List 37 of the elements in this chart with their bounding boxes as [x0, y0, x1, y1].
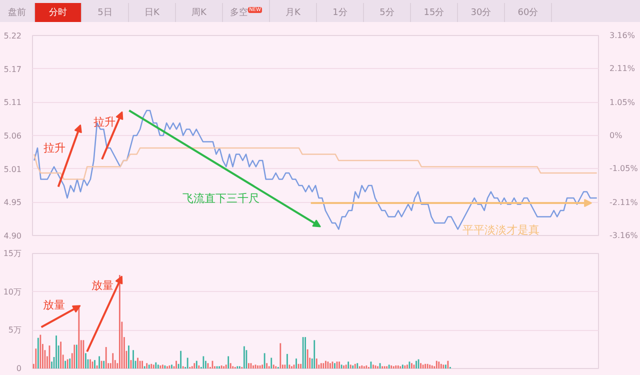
- annotation: 放量: [43, 298, 66, 312]
- annotation: 拉升: [44, 142, 66, 154]
- y2-tick-label: -2.11%: [610, 198, 638, 207]
- text: 5分: [364, 3, 411, 23]
- y-tick-label: 5.01: [4, 164, 22, 174]
- y-tick-label: 5.22: [4, 32, 22, 40]
- annotation: 平平淡淡才是真: [462, 223, 540, 236]
- y-tick-label: 5.11: [4, 98, 22, 108]
- y2-tick-label: 1.05%: [610, 98, 636, 107]
- text: 周K: [176, 3, 223, 23]
- text: 60分: [505, 3, 552, 23]
- y-tick-label: 5万: [8, 326, 22, 335]
- y2-tick-label: 3.16%: [610, 31, 636, 40]
- y2-tick-label: -1.05%: [610, 164, 638, 174]
- y-tick-label: 4.95: [4, 198, 22, 208]
- y-tick-label: 10万: [3, 287, 22, 296]
- text: 30分: [458, 3, 505, 23]
- y2-tick-label: 2.11%: [610, 64, 636, 74]
- y-tick-label: 15万: [3, 249, 22, 258]
- annotation: 拉升: [94, 115, 116, 128]
- annotation: 放量: [92, 279, 114, 292]
- text: 日K: [129, 3, 176, 23]
- text: 月K: [270, 3, 317, 23]
- text: 分时: [35, 3, 82, 23]
- y2-tick-label: -3.16%: [610, 231, 638, 240]
- y2-tick-label: 0%: [610, 131, 623, 140]
- text: 盘前: [0, 3, 35, 23]
- y-tick-label: 4.90: [4, 232, 22, 240]
- text: 5日: [82, 3, 129, 23]
- y-tick-label: 5.06: [4, 132, 22, 140]
- text: 1分: [317, 3, 364, 23]
- text: 多空: [230, 8, 248, 18]
- y-tick-label: 5.17: [4, 64, 22, 74]
- text: NEW: [248, 7, 262, 13]
- text: 15分: [411, 3, 458, 23]
- annotation: 飞流直下三千尺: [182, 192, 260, 206]
- y-tick-label: 0: [16, 364, 22, 373]
